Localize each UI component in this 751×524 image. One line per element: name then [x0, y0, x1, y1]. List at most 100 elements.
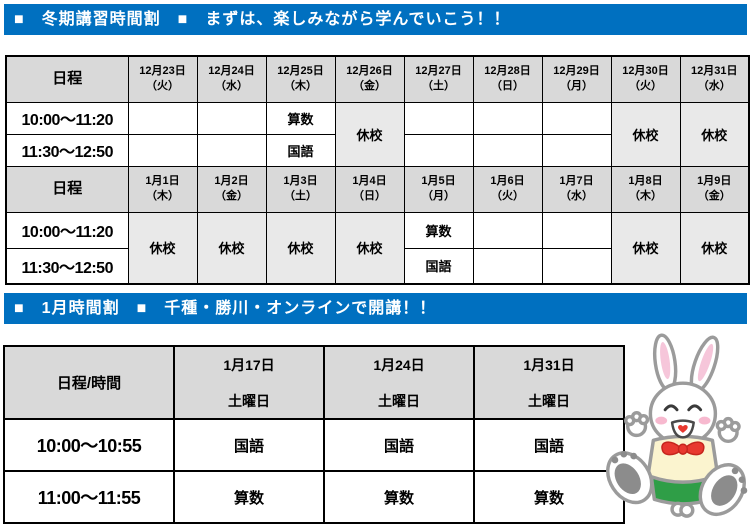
weekday-label: （月）	[560, 80, 593, 93]
winter-course-banner: ■ 冬期講習時間割 ■ まずは、楽しみながら学んでいこう！！	[4, 4, 747, 35]
date-label: 1月17日	[223, 356, 275, 373]
weekday-label: （火）	[491, 190, 524, 202]
subject-cell: 算数	[403, 211, 474, 249]
date-header-cell: 1月2日 （金）	[196, 165, 267, 213]
weekday-label: （金）	[353, 80, 386, 93]
subject-cell: 算数	[323, 470, 475, 524]
winter-timetable: 日程 12月23日 （火） 12月24日 （水） 12月25日 （木） 12月26日 （…	[5, 55, 750, 285]
empty-cell	[541, 247, 612, 285]
saturday-second-period-row: 11:00～11:55 算数 算数 算数	[3, 470, 625, 524]
date-header-cell: 12月27日 （土）	[403, 55, 474, 103]
weekday-label: （金）	[215, 190, 248, 202]
subject-cell: 国語	[403, 247, 474, 285]
date-label: 1月2日	[214, 175, 249, 188]
closed-cell: 休校	[127, 211, 198, 285]
schedule-corner-cell: 日程	[5, 165, 129, 213]
date-header-cell: 1月17日土曜日	[173, 345, 325, 420]
date-header-cell: 1月24日土曜日	[323, 345, 475, 420]
weekday-label: （火）	[146, 80, 179, 93]
weekday-label: （火）	[629, 80, 662, 93]
weekday-label: （金）	[697, 190, 731, 202]
date-label: 12月26日	[346, 65, 393, 78]
closed-cell: 休校	[610, 211, 681, 285]
date-header-cell: 1月3日 （土）	[265, 165, 336, 213]
date-header-cell: 1月1日 （木）	[127, 165, 198, 213]
empty-cell	[403, 133, 474, 167]
closed-cell: 休校	[196, 211, 267, 285]
december-morning-row: 10:00～11:20 算数 休校 休校 休校	[5, 101, 750, 167]
time-label-cell: 10:00～11:20	[5, 101, 129, 135]
weekday-label: （水）	[697, 80, 731, 93]
weekday-label: 土曜日	[528, 392, 570, 409]
date-header-cell: 12月31日 （水）	[679, 55, 750, 103]
date-label: 1月1日	[145, 175, 180, 188]
date-label: 1月7日	[559, 175, 594, 188]
date-label: 1月5日	[421, 175, 456, 188]
weekday-label: （土）	[422, 80, 455, 93]
weekday-label: 土曜日	[378, 392, 420, 409]
saturday-header-row: 日程/時間 1月17日土曜日 1月24日土曜日 1月31日土曜日	[3, 345, 625, 420]
date-label: 12月29日	[553, 65, 600, 78]
empty-cell	[403, 101, 474, 135]
closed-cell: 休校	[679, 211, 750, 285]
date-label: 12月24日	[208, 65, 255, 78]
date-header-cell: 1月5日 （月）	[403, 165, 474, 213]
empty-cell	[196, 133, 267, 167]
date-header-cell: 1月31日土曜日	[473, 345, 625, 420]
subject-cell: 国語	[323, 418, 475, 472]
closed-cell: 休校	[265, 211, 336, 285]
time-label-cell: 11:30～12:50	[5, 133, 129, 167]
closed-cell: 休校	[334, 101, 405, 167]
saturday-first-period-row: 10:00～10:55 国語 国語 国語	[3, 418, 625, 472]
closed-cell: 休校	[679, 101, 750, 167]
date-label: 12月31日	[691, 65, 738, 78]
date-label: 1月8日	[628, 175, 663, 188]
date-header-cell: 12月24日 （水）	[196, 55, 267, 103]
rabbit-mascot-illustration	[606, 333, 748, 518]
weekday-label: （日）	[491, 80, 524, 93]
empty-cell	[196, 101, 267, 135]
december-header-row: 日程 12月23日 （火） 12月24日 （水） 12月25日 （木） 12月26日 （…	[5, 55, 750, 103]
date-header-cell: 12月30日 （火）	[610, 55, 681, 103]
date-header-cell: 1月9日 （金）	[679, 165, 750, 213]
weekday-label: （木）	[146, 190, 179, 202]
date-header-cell: 12月26日 （金）	[334, 55, 405, 103]
empty-cell	[541, 133, 612, 167]
date-header-cell: 1月4日 （日）	[334, 165, 405, 213]
date-header-cell: 12月23日 （火）	[127, 55, 198, 103]
empty-cell	[541, 211, 612, 249]
date-header-cell: 1月7日 （水）	[541, 165, 612, 213]
schedule-corner-cell: 日程	[5, 55, 129, 103]
time-label-cell: 10:00～11:20	[5, 211, 129, 249]
date-label: 12月23日	[139, 65, 186, 78]
date-header-cell: 12月25日 （木）	[265, 55, 336, 103]
weekday-label: （水）	[560, 190, 593, 202]
date-label: 12月30日	[622, 65, 669, 78]
date-label: 1月9日	[697, 175, 732, 188]
empty-cell	[127, 133, 198, 167]
january-saturday-timetable: 日程/時間 1月17日土曜日 1月24日土曜日 1月31日土曜日 10:00～1…	[3, 345, 625, 524]
date-label: 1月24日	[373, 356, 425, 373]
date-header-cell: 12月28日 （日）	[472, 55, 543, 103]
empty-cell	[472, 101, 543, 135]
january-morning-row: 10:00～11:20 休校 休校 休校 休校 算数 休校 休校	[5, 211, 750, 285]
date-label: 1月4日	[352, 175, 387, 188]
date-label: 1月31日	[523, 356, 575, 373]
closed-cell: 休校	[610, 101, 681, 167]
weekday-label: 土曜日	[228, 392, 270, 409]
weekday-label: （水）	[215, 80, 248, 93]
date-label: 12月25日	[277, 65, 324, 78]
schedule-time-corner-cell: 日程/時間	[3, 345, 175, 420]
january-header-row: 日程 1月1日 （木） 1月2日 （金） 1月3日 （土） 1月4日 （日） 1月5日 （…	[5, 165, 750, 213]
subject-cell: 国語	[473, 418, 625, 472]
weekday-label: （土）	[284, 190, 317, 202]
empty-cell	[541, 101, 612, 135]
subject-cell: 国語	[173, 418, 325, 472]
date-header-cell: 12月29日 （月）	[541, 55, 612, 103]
subject-cell: 算数	[265, 101, 336, 135]
empty-cell	[472, 211, 543, 249]
weekday-label: （木）	[629, 190, 662, 202]
date-label: 12月27日	[415, 65, 462, 78]
date-label: 1月6日	[490, 175, 525, 188]
january-timetable-banner: ■ 1月時間割 ■ 千種・勝川・オンラインで開講！！	[4, 293, 747, 324]
